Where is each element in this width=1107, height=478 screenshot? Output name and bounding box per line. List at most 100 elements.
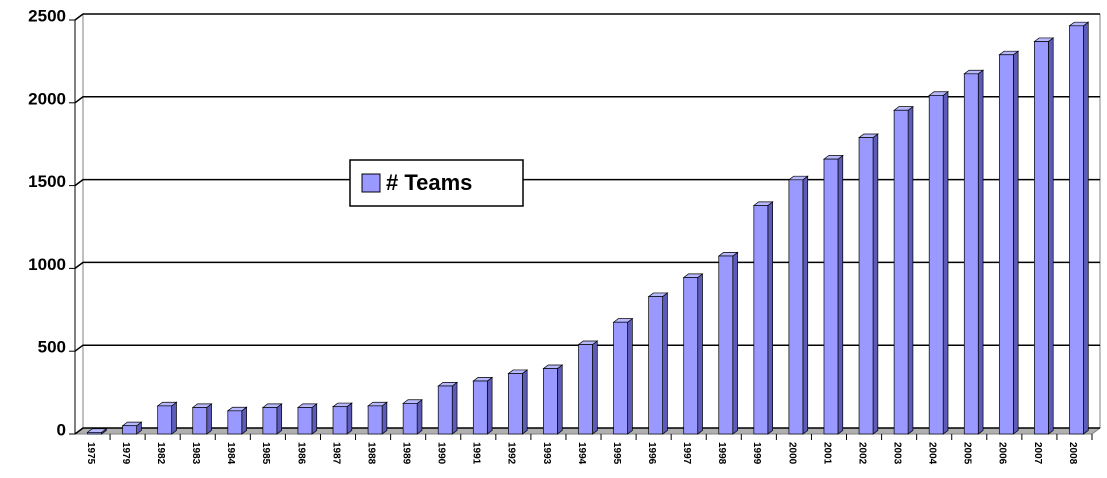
bar	[156, 401, 178, 435]
x-tick-label: 2003	[891, 442, 902, 465]
x-tick-label: 1996	[646, 442, 657, 465]
bar	[822, 154, 844, 435]
bar-front	[472, 380, 488, 435]
bar-front	[122, 425, 137, 435]
bar	[542, 364, 564, 435]
x-tick-label: 2008	[1067, 442, 1078, 465]
x-tick-label: 2000	[786, 442, 797, 465]
x-tick-label: 1990	[436, 442, 447, 465]
bar-front	[858, 137, 874, 435]
bar-front	[227, 410, 243, 435]
bar	[893, 105, 914, 435]
bar-side	[802, 175, 809, 435]
bar-front	[1069, 25, 1084, 435]
bar-front	[753, 205, 769, 435]
y-tick-label: 500	[38, 338, 66, 357]
bar	[577, 340, 599, 435]
bar-side	[486, 376, 493, 435]
bar	[1068, 21, 1090, 435]
bar-side	[732, 251, 738, 435]
bar-side	[907, 105, 914, 435]
bar-side	[522, 369, 528, 435]
bar-front	[648, 296, 663, 435]
x-tick-label: 1984	[225, 442, 236, 465]
x-tick-label: 2001	[821, 442, 832, 465]
bar-front	[87, 431, 102, 435]
bar-front	[192, 407, 208, 435]
bar	[437, 381, 459, 435]
x-tick-label: 1997	[681, 442, 692, 465]
x-tick-label: 1985	[260, 442, 271, 465]
bar-side	[346, 402, 353, 435]
bar	[402, 399, 424, 435]
bar-side	[241, 406, 247, 435]
bar-side	[311, 403, 318, 435]
bar-side	[662, 292, 668, 435]
bar	[858, 133, 879, 435]
x-tick-label: 1979	[120, 442, 131, 465]
bar-side	[697, 273, 703, 435]
bar-side	[942, 91, 949, 435]
bar-front	[718, 255, 734, 435]
grid-line	[74, 13, 1100, 21]
bar-front	[963, 73, 979, 435]
bar-front	[508, 373, 523, 435]
bar-front	[262, 407, 278, 435]
bar-front	[788, 179, 804, 435]
bar-side	[1083, 21, 1089, 435]
x-tick-label: 1993	[541, 442, 552, 465]
x-tick-label: 1988	[365, 442, 376, 465]
bar	[296, 403, 318, 435]
bar-front	[998, 54, 1014, 435]
bar	[191, 403, 213, 435]
bar	[998, 50, 1020, 435]
bar-front	[437, 385, 453, 435]
bar-side	[977, 69, 984, 435]
bar	[472, 376, 494, 435]
bar-front	[683, 277, 699, 435]
bar-front	[893, 109, 909, 435]
bar	[226, 406, 248, 435]
x-tick-label: 2005	[962, 442, 973, 465]
bar-side	[1048, 37, 1054, 435]
x-tick-label: 1991	[471, 442, 482, 465]
x-tick-label: 1987	[330, 442, 341, 465]
x-tick-label: 2004	[927, 442, 938, 465]
bar-side	[592, 340, 598, 435]
x-tick-label: 1983	[190, 442, 201, 465]
bar-front	[332, 406, 348, 435]
bar-side	[767, 201, 773, 435]
bar-front	[823, 158, 839, 435]
legend-label: # Teams	[386, 170, 472, 195]
y-tick-label: 2500	[28, 6, 66, 25]
x-tick-label: 1994	[576, 442, 587, 465]
bar	[86, 428, 108, 435]
bar	[682, 273, 704, 435]
x-tick-label: 2006	[997, 442, 1008, 465]
bar-front	[367, 405, 383, 435]
grid-line	[74, 96, 1100, 104]
x-tick-label: 1995	[611, 442, 622, 465]
bar	[717, 251, 739, 435]
bar-side	[171, 401, 177, 435]
bar-front	[613, 321, 628, 435]
x-tick-label: 1986	[295, 442, 306, 465]
bar	[963, 69, 985, 435]
y-tick-label: 1000	[28, 255, 66, 274]
bar-side	[451, 381, 458, 435]
x-tick-label: 2002	[856, 442, 867, 465]
bar	[1033, 37, 1055, 435]
bar	[612, 317, 634, 435]
x-tick-label: 1989	[401, 442, 412, 465]
x-tick-label: 1998	[716, 442, 727, 465]
bar-front	[157, 405, 173, 435]
bar	[787, 175, 809, 435]
bar-side	[276, 403, 283, 435]
x-tick-label: 1999	[751, 442, 762, 465]
bar	[261, 403, 283, 435]
bar-front	[402, 403, 418, 435]
bar-side	[381, 401, 388, 435]
bar	[752, 201, 774, 435]
bar-side	[1012, 50, 1019, 435]
